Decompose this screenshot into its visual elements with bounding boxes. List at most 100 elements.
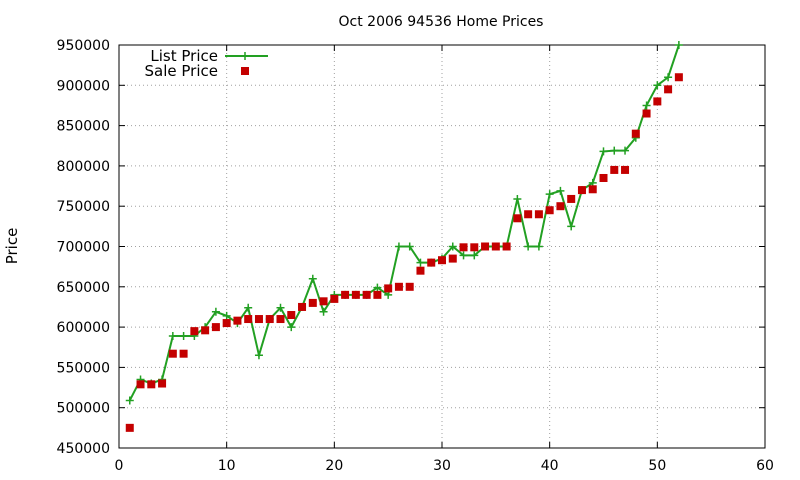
list-price-point xyxy=(448,242,457,251)
axis-ticks xyxy=(118,44,766,449)
x-tick-label: 10 xyxy=(218,458,236,474)
list-price-line xyxy=(128,44,680,401)
list-price-point xyxy=(621,146,630,155)
sale-price-point xyxy=(254,315,263,324)
y-tick-label: 550000 xyxy=(57,360,110,376)
sale-price-point xyxy=(513,214,522,223)
list-price-point xyxy=(179,331,188,340)
sale-price-point xyxy=(427,258,436,267)
y-tick-label: 450000 xyxy=(57,441,110,457)
sale-price-point xyxy=(158,379,167,388)
y-tick-label: 600000 xyxy=(57,320,110,336)
sale-price-point xyxy=(276,315,285,324)
legend-label-list-price: List Price xyxy=(150,47,218,65)
sale-price-point xyxy=(674,73,683,82)
sale-price-point xyxy=(416,266,425,275)
sale-price-point xyxy=(642,109,651,118)
sale-price-point xyxy=(481,242,490,251)
list-price-point xyxy=(211,307,220,316)
x-tick-label: 30 xyxy=(433,458,451,474)
sale-price-point xyxy=(438,256,446,265)
list-price-point xyxy=(513,194,522,203)
sale-price-point xyxy=(308,298,317,307)
list-price-point xyxy=(524,242,533,251)
sale-price-point xyxy=(556,202,565,211)
sale-price-point xyxy=(610,165,619,174)
sale-price-point xyxy=(459,243,468,252)
y-tick-label: 850000 xyxy=(57,119,110,135)
y-axis-label: Price xyxy=(3,228,21,265)
list-price-point xyxy=(394,242,403,251)
sale-price-point xyxy=(470,243,479,252)
sale-price-point xyxy=(190,327,199,336)
sale-price-point xyxy=(567,194,576,203)
sale-price-point xyxy=(405,282,414,291)
chart-title: Oct 2006 94536 Home Prices xyxy=(339,14,544,30)
sale-price-point xyxy=(351,290,360,299)
x-tick-label: 50 xyxy=(648,458,666,474)
sale-price-point xyxy=(136,380,145,389)
sale-price-point xyxy=(319,297,328,306)
y-tick-label: 950000 xyxy=(57,38,110,54)
sale-price-point xyxy=(524,210,533,219)
sale-price-series xyxy=(125,73,683,432)
sale-price-point xyxy=(373,290,382,299)
sale-price-point xyxy=(394,282,403,291)
y-tick-label: 650000 xyxy=(57,280,110,296)
y-tick-label: 500000 xyxy=(57,401,110,417)
sale-price-point xyxy=(211,323,220,332)
list-price-point xyxy=(244,303,253,312)
sale-price-point xyxy=(233,316,242,325)
list-price-point xyxy=(405,242,414,251)
sale-price-point xyxy=(534,210,543,219)
y-tick-label: 700000 xyxy=(57,240,110,256)
sale-price-point xyxy=(298,302,307,311)
list-price-point xyxy=(125,396,134,405)
list-price-point xyxy=(373,283,382,292)
sale-price-point xyxy=(222,319,231,328)
sale-price-point xyxy=(491,242,500,251)
list-price-point xyxy=(642,101,651,110)
legend-marker-list-price xyxy=(241,52,249,60)
list-price-point xyxy=(599,147,608,156)
sale-price-point xyxy=(664,85,673,94)
sale-price-point xyxy=(341,290,350,299)
list-price-point xyxy=(254,351,263,360)
legend-marker-sale-price xyxy=(241,67,249,75)
y-tick-label: 800000 xyxy=(57,159,110,175)
sale-price-point xyxy=(621,165,630,174)
sale-price-point xyxy=(653,97,662,106)
y-tick-label: 750000 xyxy=(57,199,110,215)
tick-labels: 0 10 20 30 40 50 60 450000 500000 550000 600000 650… xyxy=(57,38,774,474)
list-price-point xyxy=(168,331,177,340)
sale-price-point xyxy=(168,349,177,358)
list-price-point xyxy=(416,258,425,267)
list-price-point xyxy=(308,274,317,283)
list-price-point xyxy=(567,222,576,231)
x-tick-label: 0 xyxy=(115,458,124,474)
sale-price-point xyxy=(577,186,586,195)
x-tick-label: 60 xyxy=(756,458,774,474)
list-price-point xyxy=(459,251,468,260)
legend: List Price Sale Price xyxy=(145,47,268,80)
y-tick-label: 900000 xyxy=(57,78,110,94)
sale-price-point xyxy=(330,294,339,303)
sale-price-point xyxy=(502,242,511,251)
sale-price-point xyxy=(448,254,457,263)
list-price-point xyxy=(287,323,296,332)
sale-price-point xyxy=(384,284,393,293)
sale-price-point xyxy=(599,173,608,182)
sale-price-point xyxy=(631,129,640,138)
sale-price-point xyxy=(179,349,188,358)
list-price-point xyxy=(545,190,554,199)
sale-price-point xyxy=(147,380,156,389)
sale-price-point xyxy=(287,311,296,320)
list-price-point xyxy=(653,81,662,90)
sale-price-point xyxy=(362,290,371,299)
list-price-series xyxy=(125,41,683,405)
list-price-point xyxy=(222,311,231,320)
sale-price-point xyxy=(265,315,274,324)
sale-price-point xyxy=(545,206,554,215)
grid xyxy=(119,45,765,448)
